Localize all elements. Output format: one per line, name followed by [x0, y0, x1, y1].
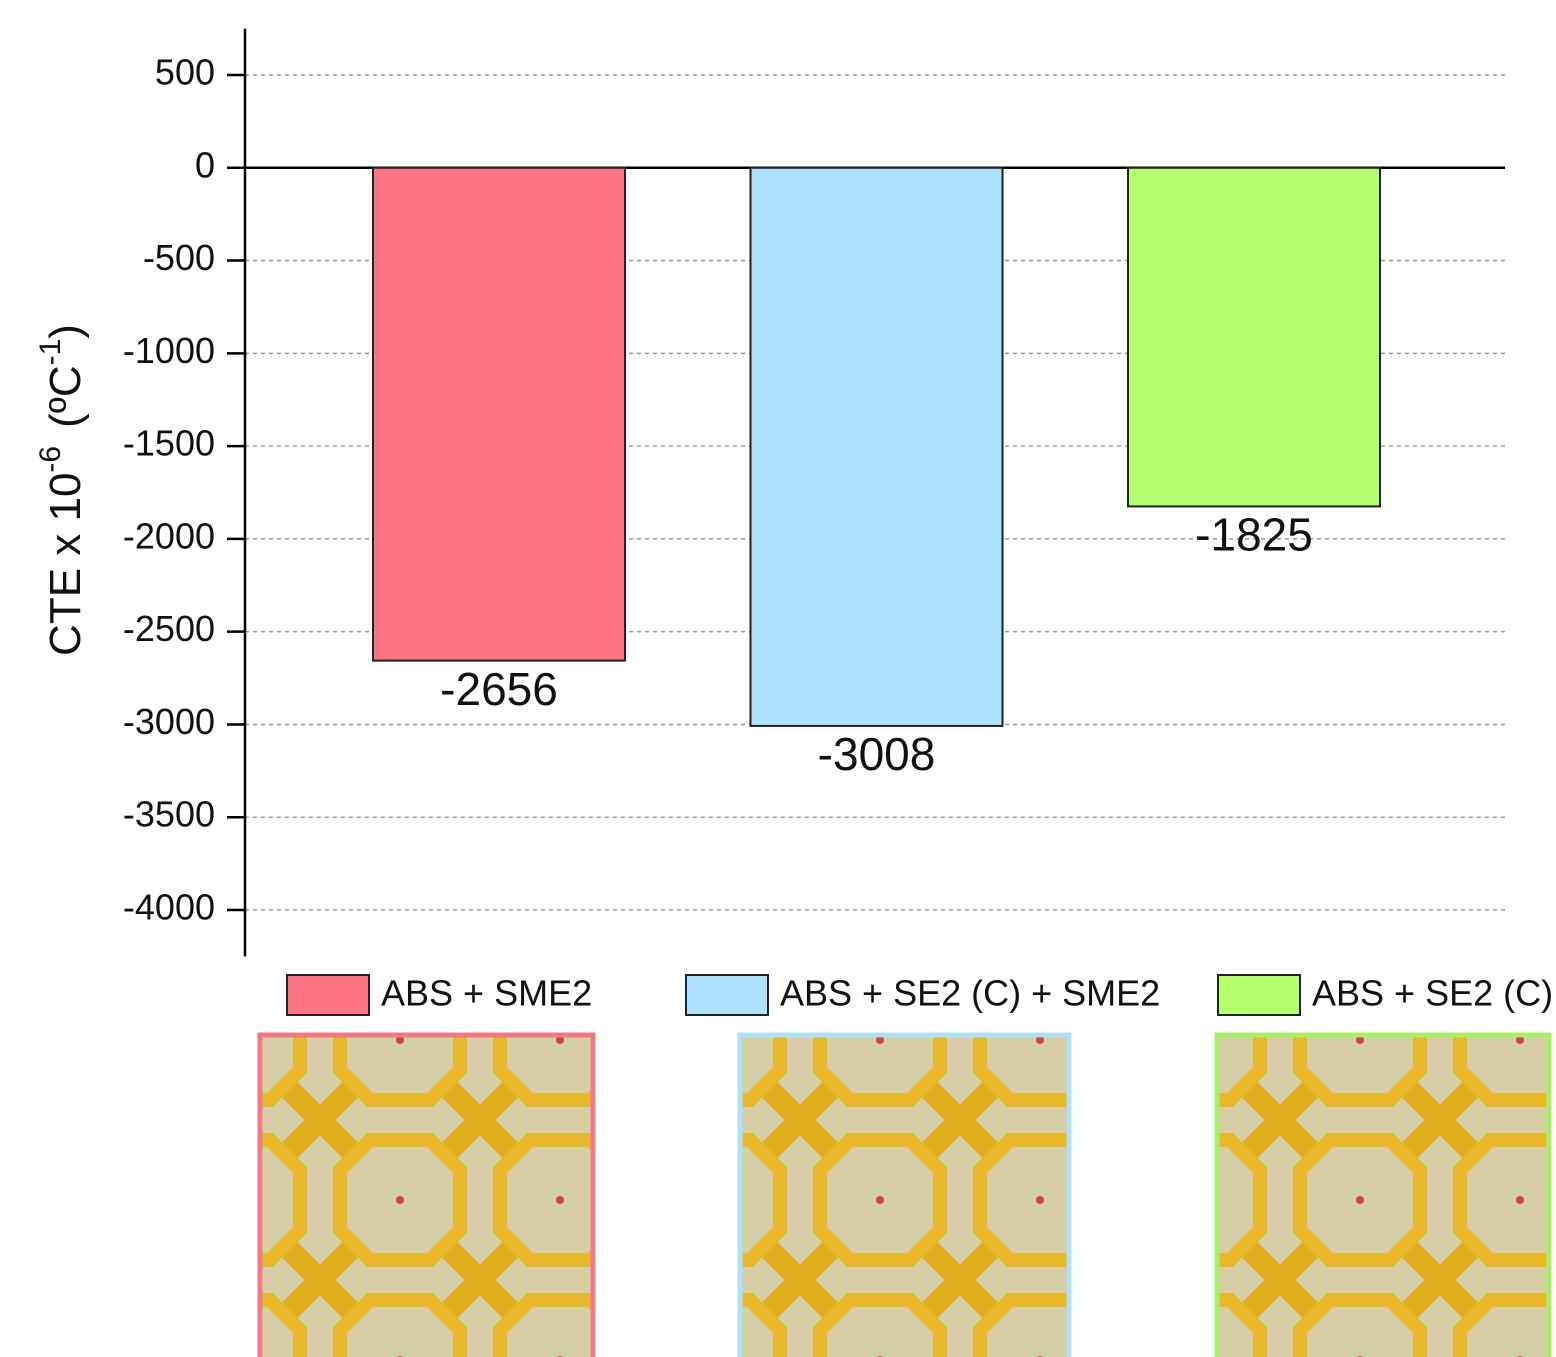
- photo-frame: [740, 1035, 1069, 1357]
- y-title-unit-exponent: -1: [34, 339, 67, 366]
- y-tick-label: -1500: [123, 423, 215, 464]
- data-label: -2656: [440, 663, 558, 715]
- data-label: -1825: [1195, 509, 1313, 561]
- data-label: -3008: [818, 728, 936, 780]
- legend-label: ABS + SME2: [381, 973, 592, 1014]
- y-tick-label: -1000: [123, 330, 215, 371]
- y-title-close: ): [41, 324, 90, 339]
- y-title-base: CTE x 10: [41, 473, 90, 656]
- legend-label: ABS + SE2 (C): [1312, 973, 1553, 1014]
- y-title-unit: (ºC: [41, 365, 90, 428]
- y-tick-label: -4000: [123, 887, 215, 928]
- legend-swatch: [1218, 975, 1300, 1015]
- bar: [751, 168, 1003, 726]
- y-tick-label: -3000: [123, 701, 215, 742]
- y-tick-label: -3500: [123, 794, 215, 835]
- y-tick-label: 500: [155, 52, 215, 93]
- y-tick-label: -2500: [123, 608, 215, 649]
- y-axis-title: CTE x 10-6 (ºC-1): [34, 324, 90, 656]
- bar: [1128, 168, 1380, 507]
- bar: [373, 168, 625, 661]
- legend-swatch: [686, 975, 768, 1015]
- y-tick-label: -500: [143, 237, 215, 278]
- page: {"chart_data": {"type": "bar", "y_label"…: [0, 0, 1556, 1357]
- legend-swatch: [287, 975, 369, 1015]
- photo-frame: [1217, 1035, 1549, 1357]
- y-tick-label: 0: [195, 144, 215, 185]
- sample-photos: [260, 1035, 1549, 1357]
- y-title-exponent: -6: [34, 446, 67, 473]
- y-tick-label: -2000: [123, 515, 215, 556]
- chart: CTE x 10-6 (ºC-1) 500 0 -500 -1000 -1500 -2000…: [0, 0, 1556, 1357]
- legend-label: ABS + SE2 (C) + SME2: [780, 973, 1160, 1014]
- photo-frame: [260, 1035, 593, 1357]
